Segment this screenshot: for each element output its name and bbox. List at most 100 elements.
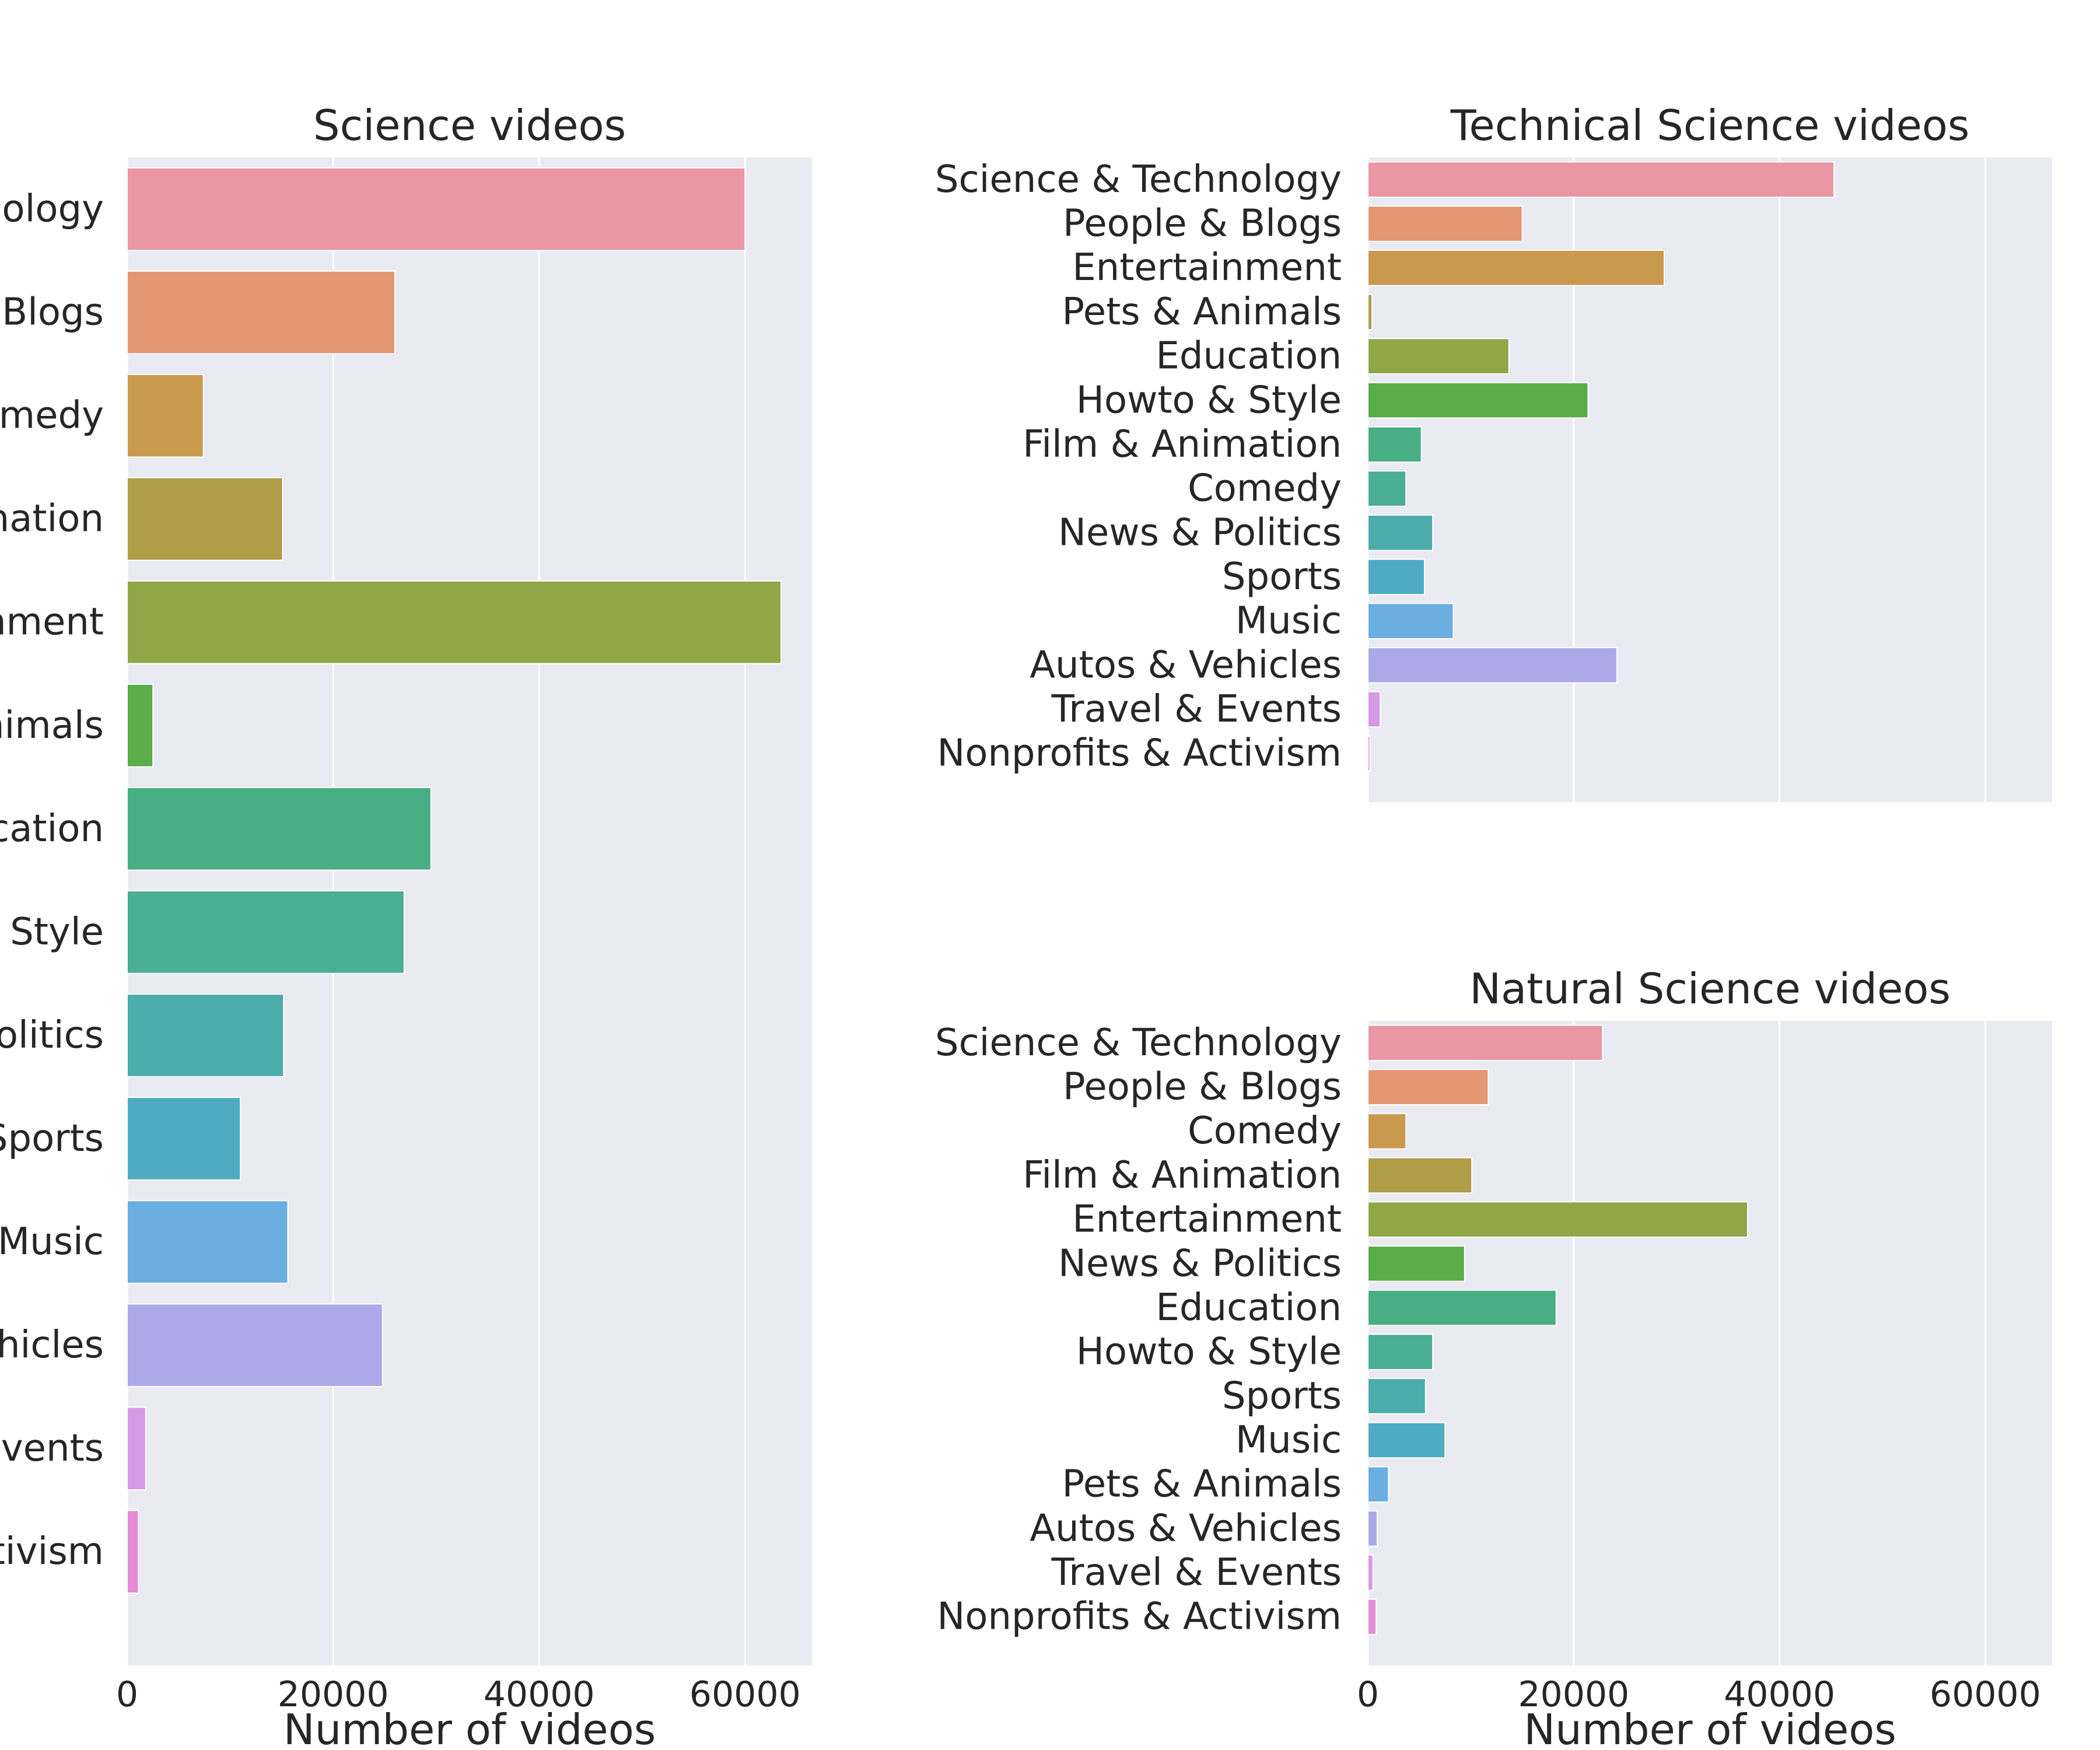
category-label-science-and-technology: Science & Technology xyxy=(935,158,1342,201)
bar-autos-and-vehicles xyxy=(1367,1510,1378,1547)
category-label-howto-and-style: Style xyxy=(10,911,104,954)
category-label-travel-and-events: Events xyxy=(0,1427,104,1470)
x-tick-label: 40000 xyxy=(484,1674,595,1715)
bar-music xyxy=(1367,1422,1446,1459)
bar-news-and-politics xyxy=(1367,1245,1465,1282)
category-label-comedy: omedy xyxy=(0,394,104,438)
bar-film-and-animation xyxy=(127,477,284,561)
bar-comedy xyxy=(1367,470,1407,507)
bar-education xyxy=(1367,338,1510,374)
category-label-nonprofits-and-activism: Nonprofits & Activism xyxy=(937,732,1342,775)
bar-comedy xyxy=(127,373,204,458)
category-label-sports: Sports xyxy=(1222,1374,1342,1418)
category-label-travel-and-events: Travel & Events xyxy=(1051,688,1342,731)
x-tick-label: 60000 xyxy=(1930,1674,2041,1715)
category-label-news-and-politics: News & Politics xyxy=(1058,511,1342,554)
category-label-nonprofits-and-activism: tivism xyxy=(0,1530,104,1573)
bar-howto-and-style xyxy=(127,890,405,974)
bar-entertainment xyxy=(1367,1201,1748,1238)
category-label-science-and-technology: Science & Technology xyxy=(935,1021,1342,1065)
category-label-sports: Sports xyxy=(1222,555,1342,598)
category-label-howto-and-style: Howto & Style xyxy=(1076,1331,1342,1374)
bar-travel-and-events xyxy=(1367,691,1381,728)
category-label-pets-and-animals: Pets & Animals xyxy=(1062,1463,1342,1506)
bar-pets-and-animals xyxy=(127,683,154,768)
category-label-howto-and-style: Howto & Style xyxy=(1076,379,1342,422)
category-label-education: cation xyxy=(0,807,104,850)
bar-howto-and-style xyxy=(1367,1334,1434,1370)
plot-background xyxy=(1368,1021,2052,1665)
bar-autos-and-vehicles xyxy=(127,1303,383,1387)
bar-travel-and-events xyxy=(1367,1554,1374,1591)
bar-pets-and-animals xyxy=(1367,1466,1390,1503)
category-label-music: Music xyxy=(1236,1419,1342,1462)
bar-entertainment xyxy=(127,580,782,664)
chart-title: Natural Science videos xyxy=(1469,964,1951,1013)
category-label-travel-and-events: Travel & Events xyxy=(1051,1551,1342,1594)
x-tick-label: 60000 xyxy=(690,1674,801,1715)
category-label-news-and-politics: News & Politics xyxy=(1058,1242,1342,1285)
bar-autos-and-vehicles xyxy=(1367,647,1618,684)
category-label-education: Education xyxy=(1156,1286,1342,1329)
x-tick-label: 0 xyxy=(1357,1674,1379,1715)
bar-science-and-technology xyxy=(127,167,746,251)
category-label-people-and-blogs: People & Blogs xyxy=(1063,1066,1342,1109)
bar-people-and-blogs xyxy=(1367,1069,1489,1105)
category-label-entertainment: nment xyxy=(0,601,104,644)
bar-people-and-blogs xyxy=(1367,205,1523,242)
bar-pets-and-animals xyxy=(1367,293,1373,331)
category-label-people-and-blogs: Blogs xyxy=(2,291,104,334)
category-label-people-and-blogs: People & Blogs xyxy=(1063,202,1342,246)
bar-science-and-technology xyxy=(1367,1024,1604,1062)
bar-music xyxy=(1367,603,1454,639)
bar-nonprofits-and-activism xyxy=(1367,1598,1377,1636)
category-label-autos-and-vehicles: Autos & Vehicles xyxy=(1030,643,1342,687)
bar-entertainment xyxy=(1367,249,1665,286)
bar-sports xyxy=(127,1097,242,1181)
category-label-comedy: Comedy xyxy=(1188,467,1342,510)
x-tick-label: 20000 xyxy=(1518,1674,1629,1715)
category-label-pets-and-animals: Pets & Animals xyxy=(1062,290,1342,334)
category-label-nonprofits-and-activism: Nonprofits & Activism xyxy=(937,1595,1342,1639)
bar-film-and-animation xyxy=(1367,1157,1473,1194)
bar-education xyxy=(1367,1289,1557,1326)
bar-news-and-politics xyxy=(1367,514,1434,551)
category-label-news-and-politics: olitics xyxy=(0,1014,104,1057)
category-label-science-and-technology: nology xyxy=(0,188,104,231)
category-label-education: Education xyxy=(1156,335,1342,378)
chart-title: Technical Science videos xyxy=(1450,101,1970,150)
bar-film-and-animation xyxy=(1367,426,1422,463)
panel-science: nology Blogs omedy mation nment nimals cation S… xyxy=(0,101,812,1750)
category-label-film-and-animation: Film & Animation xyxy=(1023,423,1342,466)
category-label-autos-and-vehicles: hicles xyxy=(0,1324,104,1367)
bar-comedy xyxy=(1367,1112,1407,1150)
chart-title: Science videos xyxy=(313,101,626,150)
bar-nonprofits-and-activism xyxy=(1367,735,1371,772)
category-label-pets-and-animals: nimals xyxy=(0,704,104,747)
bar-news-and-politics xyxy=(127,993,285,1077)
category-label-autos-and-vehicles: Autos & Vehicles xyxy=(1030,1507,1342,1550)
x-axis-label: Number of videos xyxy=(1524,1705,1896,1750)
category-label-comedy: Comedy xyxy=(1188,1110,1342,1153)
category-label-entertainment: Entertainment xyxy=(1072,246,1342,289)
bar-music xyxy=(127,1200,289,1284)
bar-howto-and-style xyxy=(1367,382,1589,419)
x-tick-label: 20000 xyxy=(278,1674,389,1715)
category-label-music: Music xyxy=(1236,600,1342,643)
bar-education xyxy=(127,787,432,871)
x-tick-label: 0 xyxy=(116,1674,138,1715)
category-label-sports: Sports xyxy=(0,1117,104,1160)
bar-science-and-technology xyxy=(1367,161,1835,198)
category-label-music: Music xyxy=(0,1220,104,1264)
x-axis-label: Number of videos xyxy=(284,1705,656,1750)
category-label-film-and-animation: mation xyxy=(0,498,104,541)
category-label-film-and-animation: Film & Animation xyxy=(1023,1154,1342,1197)
bar-nonprofits-and-activism xyxy=(127,1510,139,1594)
category-label-entertainment: Entertainment xyxy=(1072,1198,1342,1241)
bar-travel-and-events xyxy=(127,1406,146,1491)
bar-people-and-blogs xyxy=(127,270,396,355)
x-tick-label: 40000 xyxy=(1724,1674,1835,1715)
